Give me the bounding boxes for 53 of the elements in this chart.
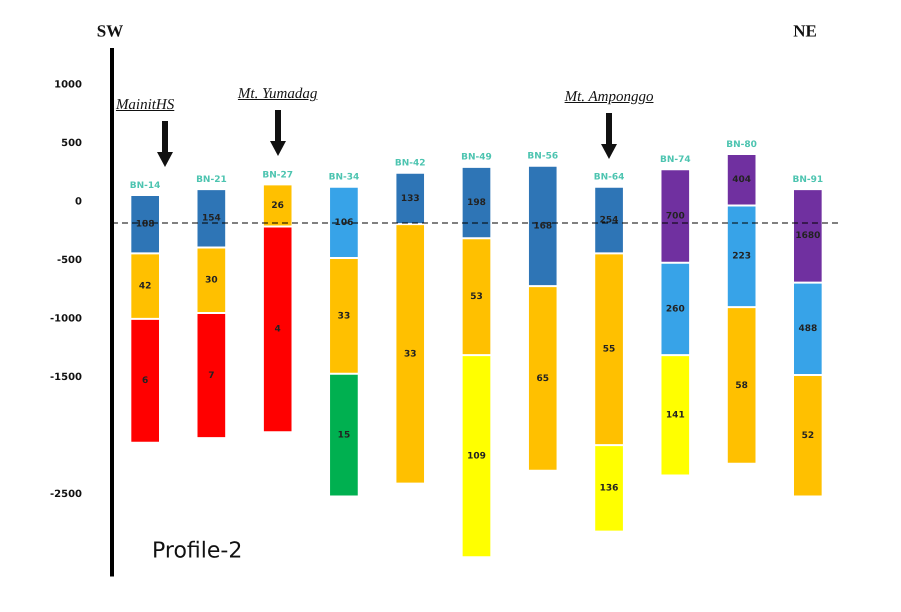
annotation: 154 (202, 214, 221, 224)
annotation: 33 (404, 349, 416, 360)
annotation: 136 (600, 484, 618, 494)
annotation: 133 (400, 194, 420, 204)
x-tick-label: BN-64 (594, 172, 624, 183)
x-tick-label: BN-80 (726, 140, 757, 150)
annotation: 168 (533, 221, 552, 232)
annotation: 109 (467, 452, 486, 462)
x-tick-label: BN-21 (196, 174, 227, 185)
y-tick-label: -1000 (50, 313, 82, 324)
annotation: 6 (142, 376, 148, 386)
annotation: 26 (271, 200, 284, 211)
annotation: Mt. Amponggo (564, 88, 654, 106)
annotation: 4 (274, 324, 281, 335)
annotation: 106 (334, 218, 354, 228)
x-tick-label: BN-42 (394, 158, 426, 169)
annotation: 223 (732, 252, 751, 262)
annotation: 1680 (795, 231, 820, 242)
annotation: 33 (338, 311, 350, 322)
annotation: Mt. Yumadag (238, 86, 318, 104)
annotation: 53 (470, 292, 483, 302)
x-tick-label: BN-34 (328, 172, 360, 183)
annotation: 42 (138, 281, 152, 292)
annotation: 55 (602, 344, 616, 355)
annotation: 488 (798, 324, 818, 334)
annotation: Profile-2 (152, 538, 242, 564)
y-tick-label: 0 (75, 196, 82, 208)
annotation: MainitHS (116, 96, 174, 114)
annotation: 141 (666, 410, 685, 421)
y-tick-label: -1500 (50, 372, 82, 383)
y-tick-label: 1000 (54, 80, 82, 91)
text: NE (793, 21, 817, 40)
x-tick-label: BN-14 (130, 180, 160, 191)
x-tick-label: BN-49 (461, 152, 492, 163)
annotation: 198 (467, 198, 486, 208)
annotation: 15 (338, 430, 350, 440)
x-tick-label: BN-27 (262, 170, 293, 180)
annotation: 58 (735, 380, 748, 391)
annotation: 404 (732, 175, 751, 186)
annotation: 30 (205, 276, 218, 286)
y-tick-label: -2500 (50, 488, 82, 500)
x-tick-label: BN-91 (792, 174, 824, 185)
annotation: 7 (208, 370, 215, 381)
y-tick-label: 500 (61, 138, 82, 150)
x-tick-label: BN-56 (527, 152, 558, 162)
text: SW (96, 21, 124, 40)
annotation: 52 (802, 431, 814, 442)
annotation: 65 (536, 374, 550, 384)
annotation: 260 (666, 304, 685, 314)
x-tick-label: BN-74 (660, 155, 691, 166)
y-tick-label: -500 (56, 254, 82, 266)
annotation: 188 (136, 220, 155, 230)
annotation: 700 (666, 211, 685, 222)
